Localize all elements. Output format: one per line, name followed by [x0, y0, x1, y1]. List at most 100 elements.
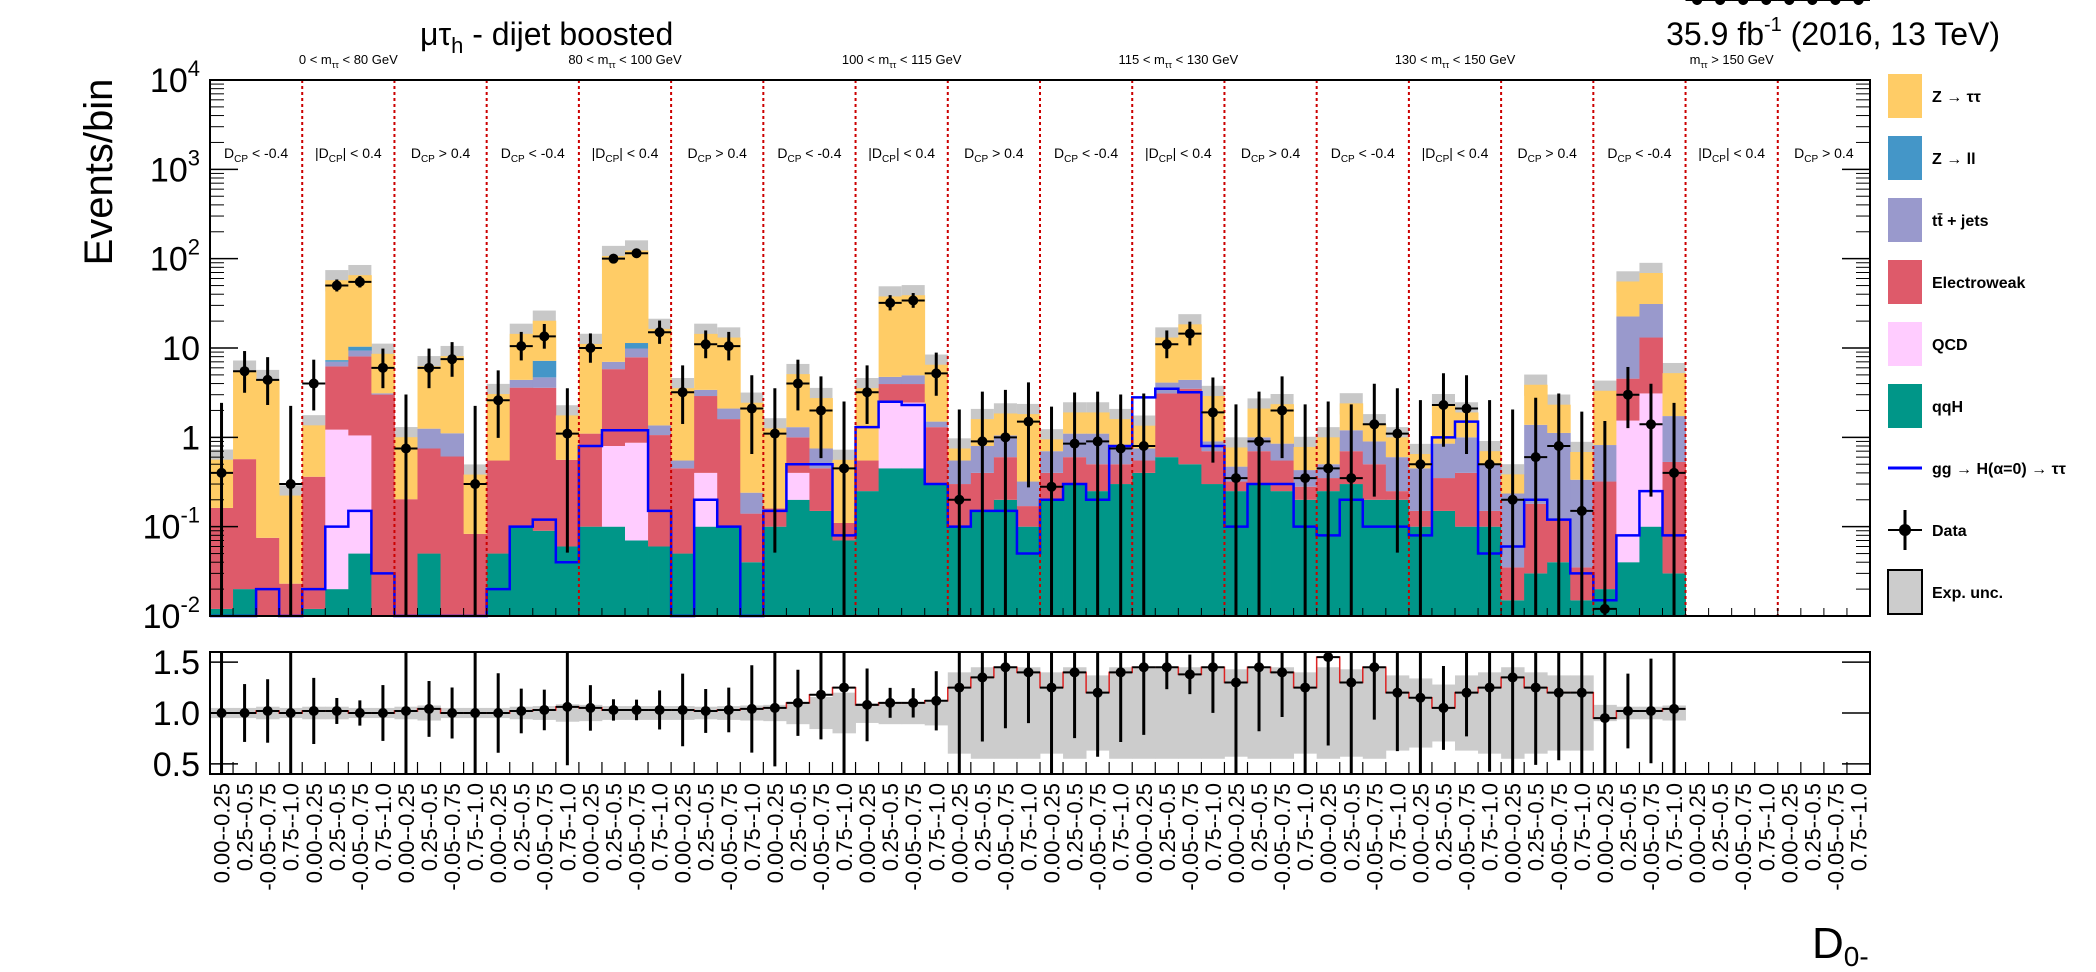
bar-qqh: [233, 589, 257, 616]
bar-ttbar: [740, 492, 764, 514]
x-tick-label: 0.25--0.5: [509, 783, 534, 871]
mass-range-label: 115 < mττ < 130 GeV: [1119, 52, 1239, 70]
bar-qqh: [1639, 526, 1663, 616]
bar-ew: [694, 396, 718, 473]
bar-qcd: [601, 445, 626, 527]
legend-label: Z → ττ: [1932, 89, 1981, 106]
bar-qqh: [878, 468, 903, 616]
bar-ew: [578, 433, 603, 527]
bar-qqh: [1178, 464, 1202, 616]
bar-ttbar: [878, 376, 903, 385]
bar-qqh: [578, 526, 603, 616]
ratio-point: [1599, 713, 1610, 724]
legend-label: Data: [1932, 523, 1967, 540]
data-point: [931, 368, 942, 379]
x-tick-label: 0.25--0.5: [325, 783, 350, 871]
bar-ttbar: [1431, 443, 1456, 479]
bar-ttbar: [1016, 481, 1041, 507]
bar-qqh: [486, 553, 511, 616]
x-tick-label: 0.25--0.5: [1339, 783, 1364, 871]
x-tick-label: -0.05--0.75: [625, 783, 650, 891]
bar-qqh: [809, 510, 833, 616]
bar-ew: [486, 460, 511, 554]
bar-zll: [348, 346, 372, 351]
bar-qqh: [1455, 526, 1479, 616]
bar-ew: [924, 427, 949, 485]
bar-ztt: [648, 328, 672, 426]
bar-ztt: [440, 356, 465, 434]
ratio-point: [839, 682, 850, 693]
ratio-point: [470, 708, 481, 718]
ratio-point: [677, 704, 688, 715]
ratio-point: [746, 703, 757, 714]
data-point: [1300, 473, 1311, 484]
bar-qcd: [901, 402, 926, 469]
ratio-point: [239, 708, 250, 718]
bar-ttbar: [348, 350, 372, 357]
dcp-label: DCP > 0.4: [411, 145, 471, 165]
bar-ztt: [901, 295, 926, 376]
y-tick-label: 102: [150, 235, 200, 279]
x-tick-label: -0.05--0.75: [440, 783, 465, 891]
bar-qqh: [417, 553, 441, 616]
bar-ztt: [671, 388, 695, 461]
dcp-label: |DCP| < 0.4: [592, 145, 659, 165]
ratio-point: [931, 695, 942, 706]
data-point: [1599, 603, 1610, 614]
mass-range-label: 100 < mττ < 115 GeV: [842, 52, 962, 70]
ratio-point: [1761, 0, 1772, 5]
legend-item-sig: gg → H(α=0) → ττ: [1888, 461, 2066, 478]
dcp-label: DCP > 0.4: [1517, 145, 1577, 165]
bar-ztt: [878, 296, 903, 377]
ratio-point: [1207, 662, 1218, 673]
bar-ztt: [302, 425, 326, 477]
bar-ew: [625, 357, 649, 443]
data-point: [1184, 328, 1195, 339]
x-tick-label: 0.75--1.0: [1293, 783, 1318, 871]
bar-ttbar: [924, 421, 949, 428]
bar-ew: [1178, 388, 1202, 465]
bar-ew: [809, 468, 833, 511]
bar-zll: [625, 343, 649, 349]
bar-ttbar: [717, 408, 741, 420]
ratio-point: [1484, 682, 1495, 693]
data-point: [1046, 481, 1057, 492]
x-tick-label: -0.05--0.75: [901, 783, 926, 891]
ratio-point: [1669, 703, 1680, 714]
bar-ew: [509, 387, 534, 527]
ratio-point: [447, 708, 458, 718]
ratio-point: [539, 704, 550, 715]
y-tick-label: 1: [181, 419, 200, 457]
bar-ttbar: [325, 361, 349, 367]
ratio-point: [792, 697, 803, 708]
data-point: [493, 395, 504, 406]
legend-swatch: [1899, 524, 1911, 536]
data-point: [470, 479, 481, 490]
legend-item-qqh: qqH: [1888, 384, 1963, 428]
ratio-point: [400, 705, 411, 716]
legend-item-ttbar: tt̄ + jets: [1888, 198, 1989, 242]
bar-qqh: [1155, 457, 1179, 616]
data-point: [424, 362, 435, 373]
data-point: [954, 494, 965, 505]
ratio-point: [1622, 705, 1633, 716]
bar-qcd: [1616, 420, 1640, 563]
x-tick-label: -0.05--0.75: [993, 783, 1018, 891]
data-point: [677, 387, 688, 398]
bar-ew: [1431, 478, 1456, 511]
x-tick-label: -0.05--0.75: [348, 783, 373, 891]
x-tick-label: 0.75--1.0: [924, 783, 949, 871]
data-point: [1622, 389, 1633, 400]
legend-label: QCD: [1932, 337, 1968, 354]
bar-qqh: [855, 491, 880, 616]
dcp-label: |DCP| < 0.4: [315, 145, 382, 165]
bar-ew: [1639, 337, 1663, 394]
x-tick-label: 0.00--0.25: [1777, 783, 1802, 883]
data-point: [285, 479, 296, 490]
x-tick-label: 0.75--1.0: [1109, 783, 1134, 871]
x-tick-label: 0.00--0.25: [763, 783, 788, 883]
bar-ttbar: [786, 427, 810, 438]
ratio-point: [1092, 687, 1103, 698]
x-tick-label: -0.05--0.75: [1547, 783, 1572, 891]
